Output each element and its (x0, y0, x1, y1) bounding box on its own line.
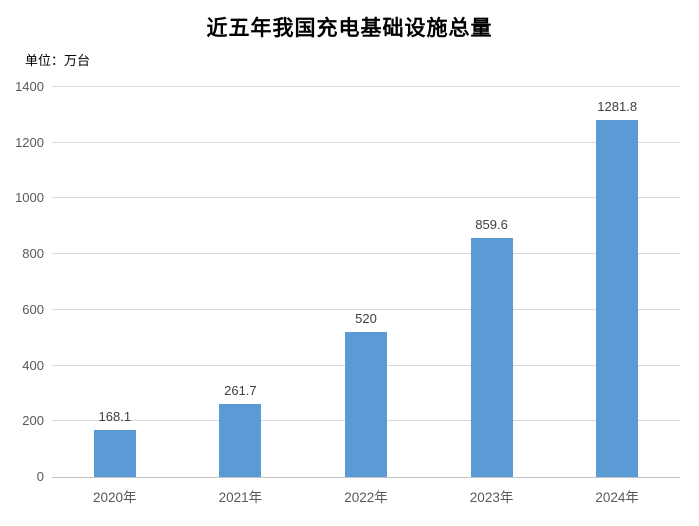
y-tick-label: 800 (22, 246, 44, 262)
x-tick-label: 2024年 (595, 490, 639, 505)
bars-row: 168.1 261.7 520 859.6 1281.8 (52, 87, 680, 477)
gridline (52, 253, 680, 255)
x-axis-labels: 2020年 2021年 2022年 2023年 2024年 (52, 486, 680, 506)
y-tick-label: 1000 (15, 190, 44, 206)
x-tick-label: 2020年 (93, 490, 137, 505)
bar-value-label: 261.7 (224, 383, 257, 399)
bar-value-label: 859.6 (475, 216, 508, 232)
bar-slot: 168.1 (52, 87, 178, 477)
bar-slot: 1281.8 (554, 87, 680, 477)
x-axis-line (52, 477, 680, 478)
y-tick-label: 400 (22, 357, 44, 373)
y-tick-label: 600 (22, 301, 44, 317)
bar-value-label: 168.1 (98, 409, 132, 425)
bar (344, 332, 387, 477)
x-tick-label: 2022年 (344, 490, 388, 505)
y-tick-label: 1200 (15, 134, 44, 150)
bar (93, 430, 136, 477)
bar-slot: 859.6 (429, 87, 555, 477)
bar-slot: 520 (303, 87, 429, 477)
unit-label: 单位：万台 (25, 53, 91, 68)
chart-title: 近五年我国充电基础设施总量 (206, 15, 493, 40)
y-tick-label: 1400 (15, 79, 44, 94)
gridline (52, 197, 680, 199)
gridline (52, 86, 680, 87)
y-tick-label: 0 (36, 469, 44, 484)
plot-area: 168.1 261.7 520 859.6 1281.8 2020年 2021年 2022年… (15, 79, 680, 505)
bar-slot: 261.7 (178, 87, 304, 477)
bar-value-label: 1281.8 (597, 98, 638, 114)
x-tick-label: 2021年 (218, 490, 263, 505)
bar (596, 119, 639, 477)
x-tick-label: 2023年 (469, 490, 514, 505)
y-tick-label: 200 (22, 413, 44, 429)
bar-value-label: 520 (355, 311, 377, 327)
bar (470, 237, 513, 477)
gridline (52, 308, 680, 310)
bar (219, 404, 262, 477)
gridline (52, 141, 680, 143)
